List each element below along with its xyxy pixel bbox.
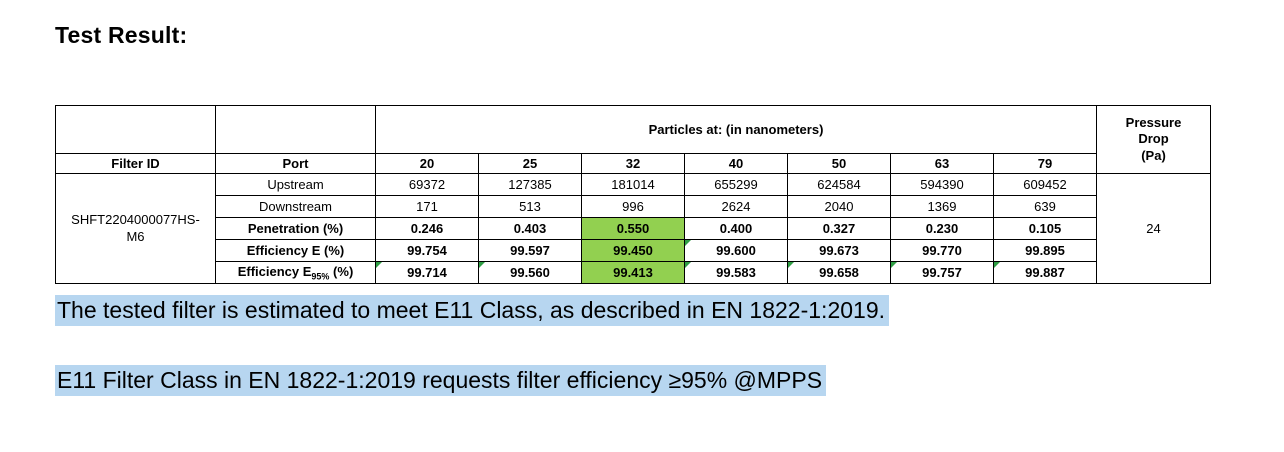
pressure-header-line: Drop: [1138, 131, 1169, 147]
pressure-header-line: (Pa): [1141, 147, 1166, 163]
test-result-table: Particles at: (in nanometers) Pressure D…: [55, 105, 1211, 284]
table-cell: 996: [581, 195, 685, 218]
table-cell: 99.600: [684, 239, 788, 262]
table-cell: 2040: [787, 195, 891, 218]
particle-size-header: 40: [684, 153, 788, 174]
table-cell: 99.754: [375, 239, 479, 262]
table-cell: 99.714: [375, 261, 479, 284]
table-cell: 2624: [684, 195, 788, 218]
row-label: Penetration (%): [215, 217, 376, 240]
table-cell: 69372: [375, 173, 479, 196]
filter-id-header: Filter ID: [55, 153, 216, 174]
pressure-drop-value: 24: [1096, 173, 1211, 284]
table-cell: 99.770: [890, 239, 994, 262]
table-cell: 513: [478, 195, 582, 218]
row-label-subscript: 95%: [311, 271, 330, 282]
table-cell: 99.560: [478, 261, 582, 284]
table-cell: 127385: [478, 173, 582, 196]
filter-id-line: SHFT2204000077HS-: [71, 211, 200, 227]
particle-size-header: 32: [581, 153, 685, 174]
table-cell: 181014: [581, 173, 685, 196]
table-cell: 0.400: [684, 217, 788, 240]
table-row-downstream: Downstream 171 513 996 2624 2040 1369 63…: [56, 195, 1211, 218]
filter-id-line: M6: [126, 228, 145, 244]
table-cell-mpps-highlight: 0.550: [581, 217, 685, 240]
row-label: Efficiency E95% (%): [215, 261, 376, 284]
table-row-efficiency-e95: Efficiency E95% (%) 99.714 99.560 99.413…: [56, 261, 1211, 284]
table-row-upstream: SHFT2204000077HS- M6 Upstream 69372 1273…: [55, 173, 1211, 284]
row-label: Upstream: [215, 173, 376, 196]
table-cell: 0.246: [375, 217, 479, 240]
table-row-penetration: Penetration (%) 0.246 0.403 0.550 0.400 …: [56, 217, 1211, 240]
table-cell: 0.105: [993, 217, 1097, 240]
particle-size-header: 25: [478, 153, 582, 174]
row-label: Downstream: [215, 195, 376, 218]
table-cell: 99.887: [993, 261, 1097, 284]
highlighted-text: The tested filter is estimated to meet E…: [55, 295, 889, 326]
table-row-efficiency-e: Efficiency E (%) 99.754 99.597 99.450 99…: [56, 239, 1211, 262]
port-header: Port: [215, 153, 376, 174]
table-cell: 609452: [993, 173, 1097, 196]
highlighted-text: E11 Filter Class in EN 1822-1:2019 reque…: [55, 365, 827, 396]
class-requirement-text: E11 Filter Class in EN 1822-1:2019 reque…: [55, 365, 827, 396]
pressure-drop-header: Pressure Drop (Pa): [1096, 105, 1211, 174]
table-cell: 655299: [684, 173, 788, 196]
page-title: Test Result:: [55, 22, 188, 48]
table-cell: 624584: [787, 173, 891, 196]
filter-id-value: SHFT2204000077HS- M6: [55, 173, 216, 284]
header-spacer-port: [215, 105, 376, 154]
row-label-text: Efficiency E: [237, 263, 312, 279]
particle-size-header: 20: [375, 153, 479, 174]
table-cell: 99.895: [993, 239, 1097, 262]
table-cell: 594390: [890, 173, 994, 196]
table-cell: 99.583: [684, 261, 788, 284]
table-cell: 99.757: [890, 261, 994, 284]
table-cell: 99.597: [478, 239, 582, 262]
table-cell: 0.230: [890, 217, 994, 240]
particle-size-header: 50: [787, 153, 891, 174]
particle-size-header: 63: [890, 153, 994, 174]
table-cell: 1369: [890, 195, 994, 218]
table-cell: 0.327: [787, 217, 891, 240]
pressure-header-line: Pressure: [1125, 115, 1182, 131]
table-cell: 99.658: [787, 261, 891, 284]
table-cell: 0.403: [478, 217, 582, 240]
particles-group-header: Particles at: (in nanometers): [375, 105, 1097, 154]
row-label-text: (%): [329, 263, 354, 279]
table-cell-mpps-highlight: 99.413: [581, 261, 685, 284]
table-header-row-2: Filter ID Port 20 25 32 40 50 63 79: [55, 153, 1211, 174]
particle-size-header: 79: [993, 153, 1097, 174]
table-cell: 639: [993, 195, 1097, 218]
table-cell: 171: [375, 195, 479, 218]
table-cell-mpps-highlight: 99.450: [581, 239, 685, 262]
header-spacer-filter-id: [55, 105, 216, 154]
table-cell: 99.673: [787, 239, 891, 262]
row-label: Efficiency E (%): [215, 239, 376, 262]
conclusion-text: The tested filter is estimated to meet E…: [55, 295, 889, 326]
table-header-row-1: Particles at: (in nanometers) Pressure D…: [55, 105, 1211, 174]
